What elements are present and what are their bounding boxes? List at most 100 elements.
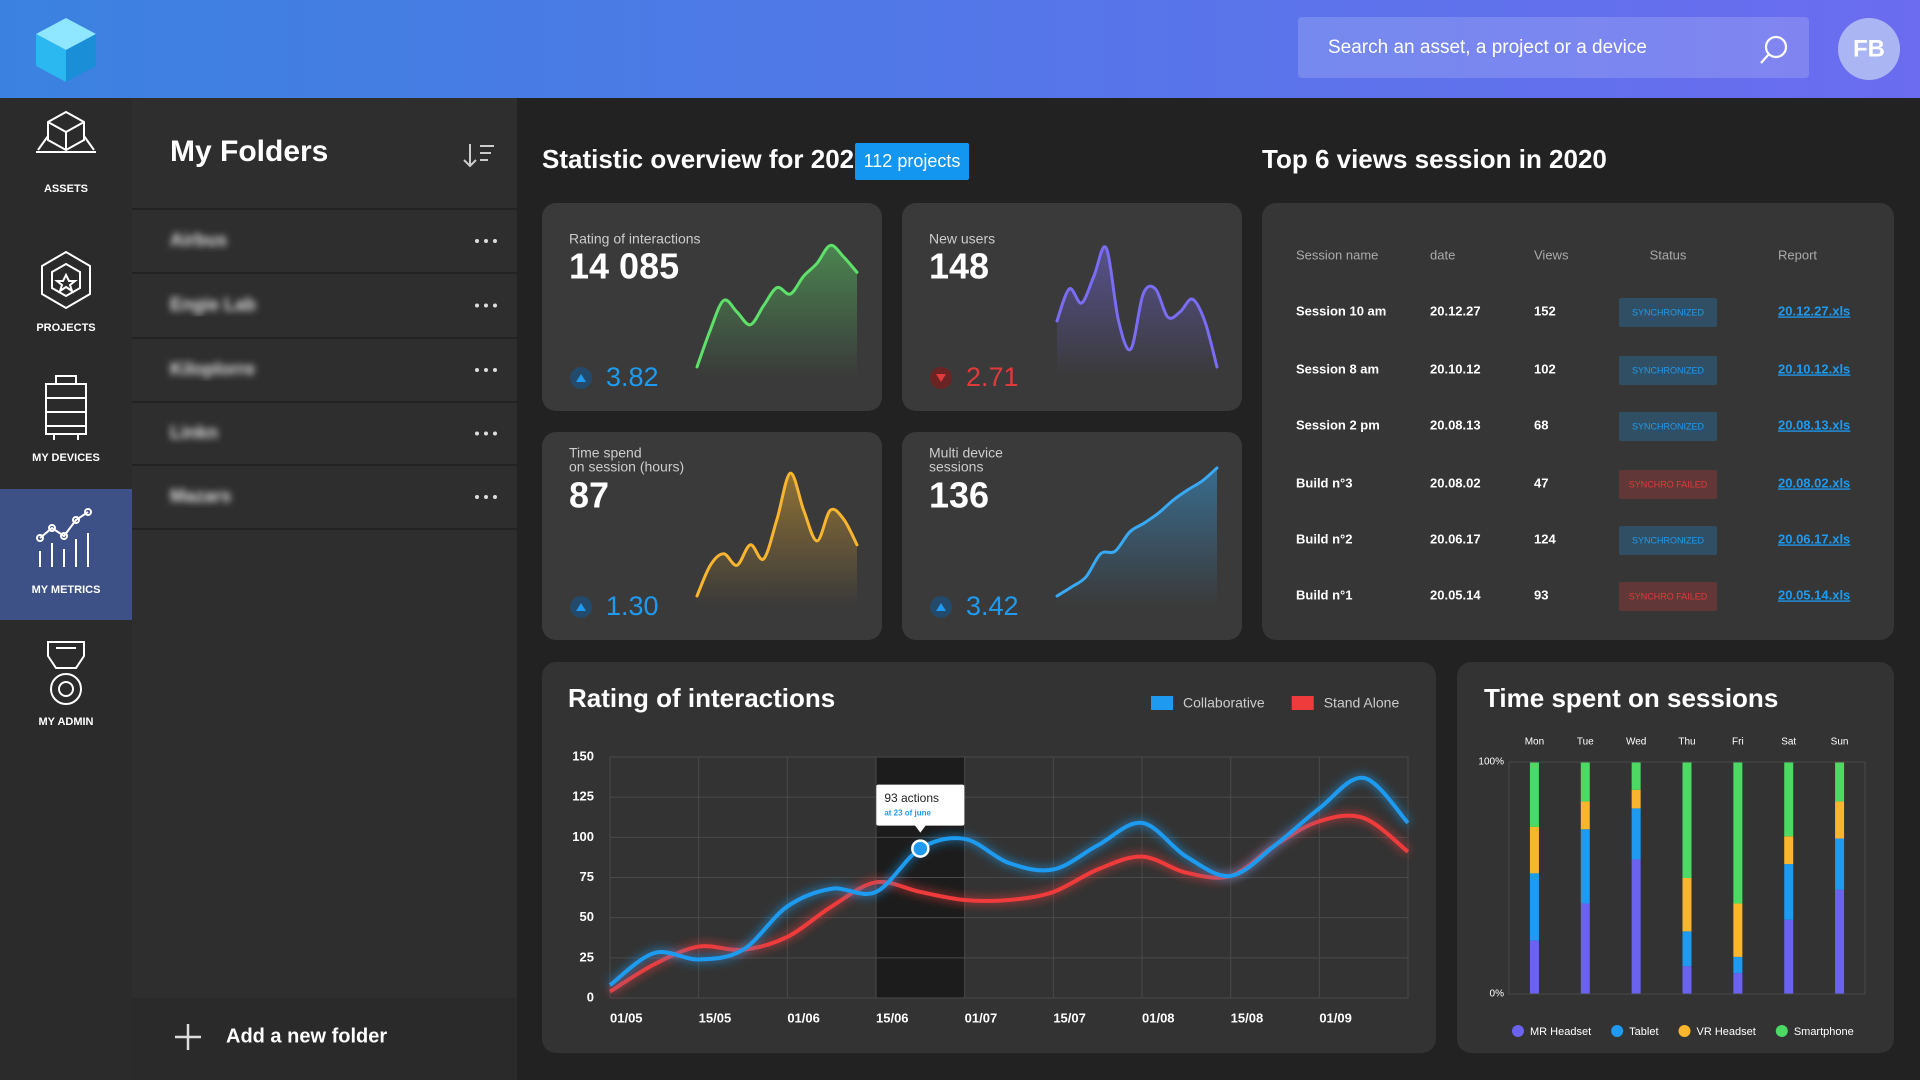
trend-arrow bbox=[576, 374, 586, 382]
folder-name[interactable]: Linkn bbox=[170, 422, 218, 442]
folder-menu-dot[interactable] bbox=[484, 368, 488, 372]
y-tick-label: 100% bbox=[1478, 757, 1504, 768]
stat-label: Multi device bbox=[929, 445, 1003, 461]
status-badge bbox=[1619, 412, 1717, 441]
trend-arrow bbox=[576, 603, 586, 611]
stat-change: 3.82 bbox=[606, 362, 659, 392]
sort-icon[interactable] bbox=[463, 144, 494, 168]
sessions-card bbox=[1262, 203, 1894, 640]
table-cell: 20.05.14 bbox=[1430, 587, 1481, 602]
report-link[interactable]: 20.08.13.xls bbox=[1778, 417, 1850, 432]
projects-badge-label: 112 projects bbox=[864, 151, 961, 171]
stat-value: 136 bbox=[929, 475, 989, 516]
folder-name[interactable]: Engie Lab bbox=[170, 294, 256, 314]
folder-menu-dot[interactable] bbox=[475, 368, 479, 372]
stat-label: Time spend bbox=[569, 445, 642, 461]
folder-menu-dot[interactable] bbox=[493, 239, 497, 243]
x-tick-label: Sun bbox=[1831, 737, 1849, 748]
y-tick-label: 0% bbox=[1490, 989, 1505, 1000]
nav-label[interactable]: MY DEVICES bbox=[32, 452, 100, 464]
bar-segment bbox=[1631, 859, 1641, 994]
status-badge bbox=[1619, 582, 1717, 611]
bar-segment bbox=[1733, 956, 1743, 974]
folder-menu-dot[interactable] bbox=[475, 431, 479, 436]
status-badge bbox=[1619, 526, 1717, 555]
legend-label: Collaborative bbox=[1183, 695, 1265, 711]
y-tick-label: 50 bbox=[580, 909, 594, 924]
folder-name[interactable]: Mazars bbox=[170, 486, 231, 506]
folder-menu-dot[interactable] bbox=[475, 495, 479, 499]
nav-label[interactable]: ASSETS bbox=[44, 183, 88, 195]
y-tick-label: 150 bbox=[572, 748, 594, 763]
legend-label: Tablet bbox=[1629, 1026, 1658, 1038]
legend-swatch bbox=[1611, 1025, 1624, 1037]
trend-arrow bbox=[936, 374, 946, 382]
stat-label: Rating of interactions bbox=[569, 231, 701, 247]
chart-card bbox=[542, 662, 1436, 1053]
search-icon[interactable] bbox=[1760, 35, 1788, 64]
bar-segment bbox=[1733, 903, 1743, 957]
add-folder-label[interactable]: Add a new folder bbox=[226, 1025, 387, 1047]
add-folder-area[interactable] bbox=[132, 998, 517, 1080]
status-label: SYNCHRONIZED bbox=[1632, 365, 1705, 375]
folder-menu-dot[interactable] bbox=[475, 239, 479, 243]
table-header: Session name bbox=[1296, 247, 1378, 262]
legend-swatch bbox=[1678, 1025, 1691, 1037]
legend-swatch bbox=[1775, 1025, 1788, 1037]
folder-name[interactable]: Kiloplorre bbox=[170, 359, 255, 379]
table-cell: 102 bbox=[1534, 361, 1556, 376]
tooltip-point[interactable] bbox=[911, 839, 930, 858]
add-icon[interactable] bbox=[175, 1024, 201, 1050]
x-tick-label: 15/07 bbox=[1053, 1010, 1086, 1025]
folder-menu-dot[interactable] bbox=[484, 303, 488, 308]
nav-label[interactable]: MY METRICS bbox=[32, 584, 101, 596]
bar-segment bbox=[1631, 762, 1641, 790]
chart-title: Time spent on sessions bbox=[1484, 683, 1778, 713]
bar-segment bbox=[1631, 789, 1641, 809]
bar-segment bbox=[1682, 966, 1692, 994]
folder-menu-dot[interactable] bbox=[493, 303, 497, 308]
search-placeholder[interactable]: Search an asset, a project or a device bbox=[1328, 37, 1647, 58]
report-link[interactable]: 20.12.27.xls bbox=[1778, 303, 1850, 318]
tooltip-label: 93 actions bbox=[884, 791, 939, 805]
bar-segment bbox=[1733, 762, 1743, 904]
status-badge bbox=[1619, 356, 1717, 385]
plot-border bbox=[1508, 761, 1866, 995]
folder-menu-dot[interactable] bbox=[484, 495, 488, 499]
folder-panel bbox=[132, 98, 517, 1080]
x-tick-label: Fri bbox=[1732, 737, 1744, 748]
report-link[interactable]: 20.10.12.xls bbox=[1778, 361, 1850, 376]
logo bbox=[36, 18, 96, 82]
stat-change: 1.30 bbox=[606, 591, 659, 621]
folder-menu-dot[interactable] bbox=[475, 303, 479, 308]
y-tick-label: 0 bbox=[587, 989, 594, 1004]
folder-name[interactable]: Airbus bbox=[170, 230, 227, 250]
search-box[interactable] bbox=[1298, 17, 1809, 78]
table-cell: Build n°3 bbox=[1296, 475, 1352, 490]
sparkline-area bbox=[1057, 468, 1217, 606]
legend-label: Stand Alone bbox=[1324, 695, 1400, 711]
nav-label[interactable]: PROJECTS bbox=[36, 322, 95, 334]
stat-label: New users bbox=[929, 231, 995, 247]
folder-menu-dot[interactable] bbox=[484, 239, 488, 243]
bar-segment bbox=[1835, 762, 1845, 802]
report-link[interactable]: 20.08.02.xls bbox=[1778, 475, 1850, 490]
folder-menu-dot[interactable] bbox=[484, 431, 488, 436]
stats-title: Statistic overview for 2020 bbox=[542, 144, 869, 174]
chart-title: Rating of interactions bbox=[568, 683, 835, 713]
x-tick-label: 15/08 bbox=[1231, 1010, 1264, 1025]
nav-label[interactable]: MY ADMIN bbox=[39, 716, 94, 728]
report-link[interactable]: 20.05.14.xls bbox=[1778, 587, 1850, 602]
table-cell: Session 10 am bbox=[1296, 303, 1386, 318]
table-cell: 124 bbox=[1534, 531, 1556, 546]
table-cell: Session 8 am bbox=[1296, 361, 1379, 376]
folder-menu-dot[interactable] bbox=[493, 431, 497, 436]
folder-menu-dot[interactable] bbox=[493, 368, 497, 372]
sessions-title: Top 6 views session in 2020 bbox=[1262, 144, 1607, 174]
avatar[interactable] bbox=[1838, 18, 1900, 80]
folder-menu-dot[interactable] bbox=[493, 495, 497, 499]
x-tick-label: 15/06 bbox=[876, 1010, 909, 1025]
report-link[interactable]: 20.06.17.xls bbox=[1778, 531, 1850, 546]
tooltip-text: at 23 of june bbox=[884, 809, 931, 818]
